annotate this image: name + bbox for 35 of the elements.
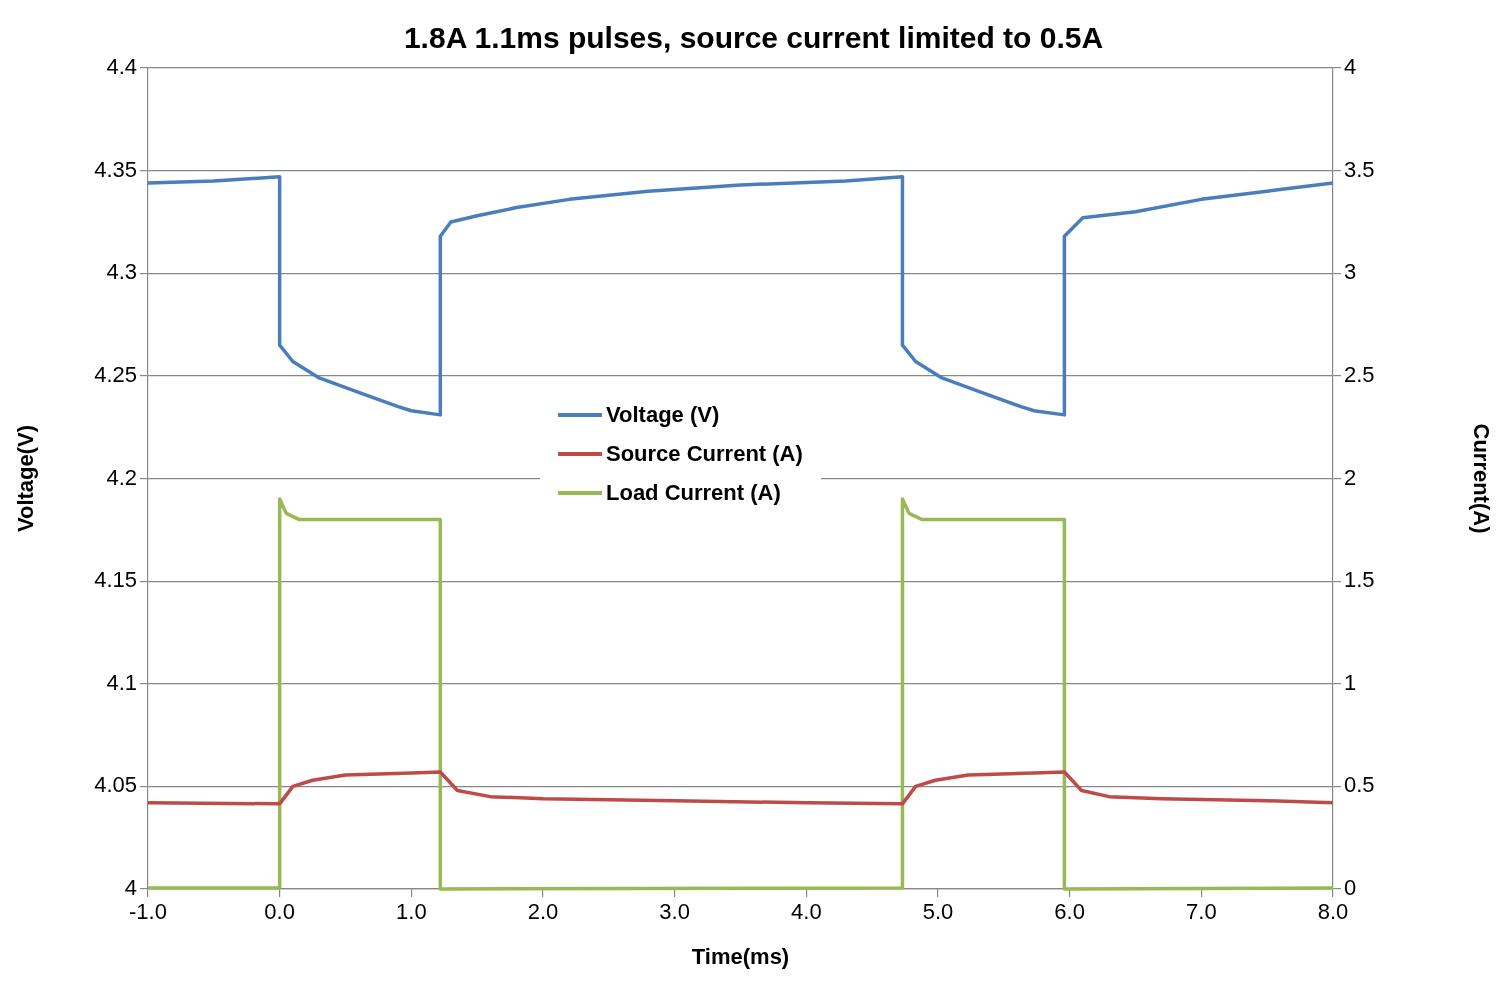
x-tick-label: 5.0 xyxy=(922,899,954,925)
y-tick-label: 4.15 xyxy=(94,567,137,593)
y-tick-label: 4.1 xyxy=(106,669,137,695)
legend-label: Source Current (A) xyxy=(606,440,803,467)
y2-tick-label: 0 xyxy=(1344,875,1357,901)
legend-label: Load Current (A) xyxy=(606,479,781,506)
x-axis-title: Time(ms) xyxy=(691,943,790,969)
chart-title: 1.8A 1.1ms pulses, source current limited to 0.5A xyxy=(403,21,1104,55)
y2-tick-label: 3 xyxy=(1344,259,1357,285)
legend-label: Voltage (V) xyxy=(606,401,720,428)
x-tick-label: 8.0 xyxy=(1317,899,1349,925)
x-tick-label: 1.0 xyxy=(396,899,427,925)
x-tick-label: 0.0 xyxy=(264,899,295,925)
y-tick-label: 4 xyxy=(124,875,137,901)
x-tick-label: 2.0 xyxy=(527,899,559,925)
y-tick-label: 4.35 xyxy=(94,156,137,182)
y-tick-label: 4.05 xyxy=(94,772,137,798)
x-tick-label: -1.0 xyxy=(129,899,167,925)
y-tick-label: 4.3 xyxy=(106,259,137,285)
y2-tick-label: 2 xyxy=(1344,464,1357,490)
x-tick-label: 4.0 xyxy=(791,899,822,925)
y2-tick-label: 2.5 xyxy=(1344,361,1375,387)
x-tick-label: 6.0 xyxy=(1054,899,1085,925)
y2-tick-label: 1.5 xyxy=(1344,567,1375,593)
y2-tick-label: 3.5 xyxy=(1344,156,1375,182)
y-tick-label: 4.4 xyxy=(106,54,137,80)
y-tick-label: 4.2 xyxy=(106,464,137,490)
y2-tick-label: 1 xyxy=(1344,669,1357,695)
x-tick-label: 3.0 xyxy=(659,899,690,925)
y2-tick-label: 0.5 xyxy=(1344,772,1375,798)
y2-tick-label: 4 xyxy=(1344,54,1357,80)
y-axis-title: Voltage(V) xyxy=(13,424,39,533)
x-tick-label: 7.0 xyxy=(1186,899,1217,925)
y-tick-label: 4.25 xyxy=(94,361,137,387)
y2-axis-title: Current(A) xyxy=(1468,423,1494,534)
